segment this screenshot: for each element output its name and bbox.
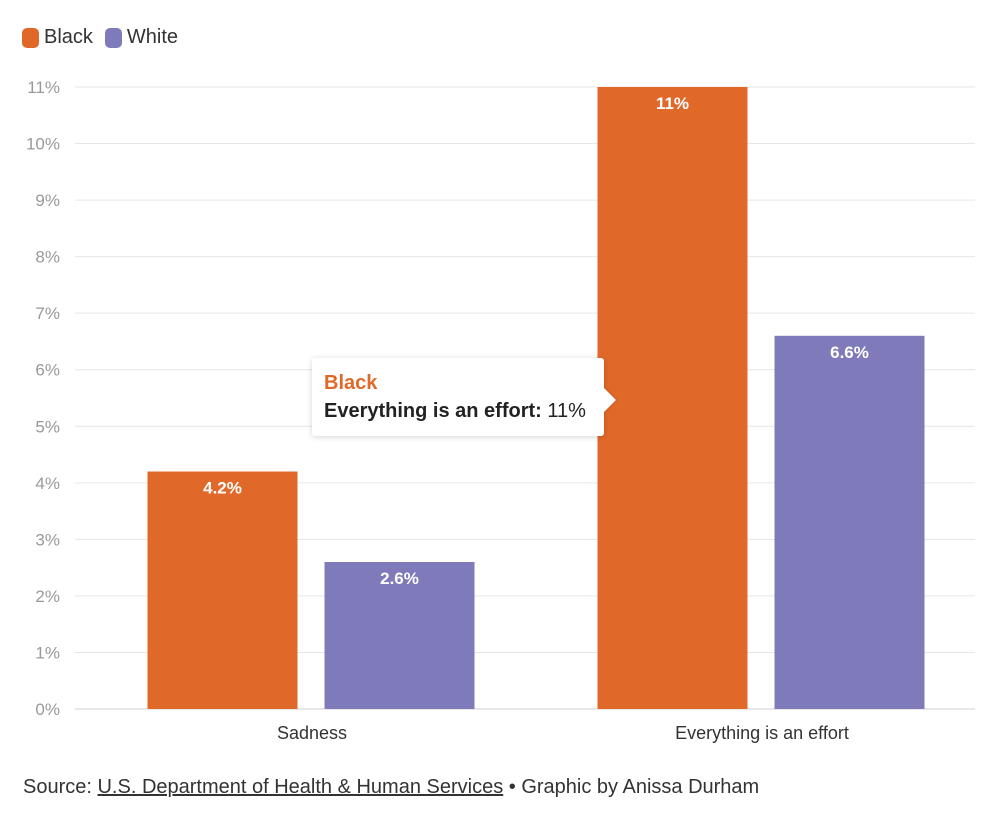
bar-white (774, 335, 925, 709)
legend-label: White (126, 26, 179, 48)
source-prefix: Source: (23, 776, 98, 798)
bar-black (597, 87, 748, 709)
source-suffix: • Graphic by Anissa Durham (503, 776, 760, 798)
y-tick-label: 6% (35, 361, 60, 380)
tooltip-series: Black (324, 372, 378, 394)
legend: Black White (22, 26, 178, 49)
legend-swatch (104, 27, 122, 48)
data-label: 4.2% (203, 479, 242, 498)
y-tick-label: 7% (35, 304, 60, 323)
tooltip-line: Everything is an effort: 11% (324, 400, 586, 423)
data-label: 2.6% (380, 569, 419, 588)
y-tick-label: 3% (35, 530, 60, 549)
y-tick-label: 0% (35, 700, 60, 719)
bar-white (324, 561, 475, 709)
tooltip-category: Everything is an effort: (324, 400, 542, 422)
x-tick-label: Everything is an effort (675, 723, 849, 743)
tooltip: Black Everything is an effort: 11% (312, 358, 616, 436)
source-line: Source: U.S. Department of Health & Huma… (23, 776, 759, 799)
source-link[interactable]: U.S. Department of Health & Human Servic… (97, 776, 504, 798)
y-tick-label: 9% (35, 191, 60, 210)
tooltip-value: 11% (547, 400, 586, 422)
y-tick-label: 4% (35, 474, 60, 493)
y-tick-label: 10% (26, 135, 60, 154)
y-tick-label: 11% (27, 78, 60, 97)
bar-chart: 0% 1% 2% 3% 4% 5% 6% 7% 8% 9% 10% 11% 4.2% 2.6% Sadnes… (26, 78, 975, 743)
tooltip-arrow (604, 388, 616, 412)
legend-label: Black (44, 26, 93, 48)
legend-swatch (22, 27, 39, 48)
y-tick-label: 5% (35, 417, 60, 436)
legend-item-black[interactable]: Black (22, 26, 93, 49)
data-label: 6.6% (830, 343, 869, 362)
x-tick-label: Sadness (277, 723, 347, 743)
y-tick-label: 8% (35, 248, 60, 267)
y-tick-label: 2% (35, 587, 60, 606)
y-tick-label: 1% (35, 643, 60, 662)
data-label: 11% (656, 94, 689, 113)
bar-black (147, 471, 298, 709)
legend-item-white[interactable]: White (104, 26, 179, 49)
